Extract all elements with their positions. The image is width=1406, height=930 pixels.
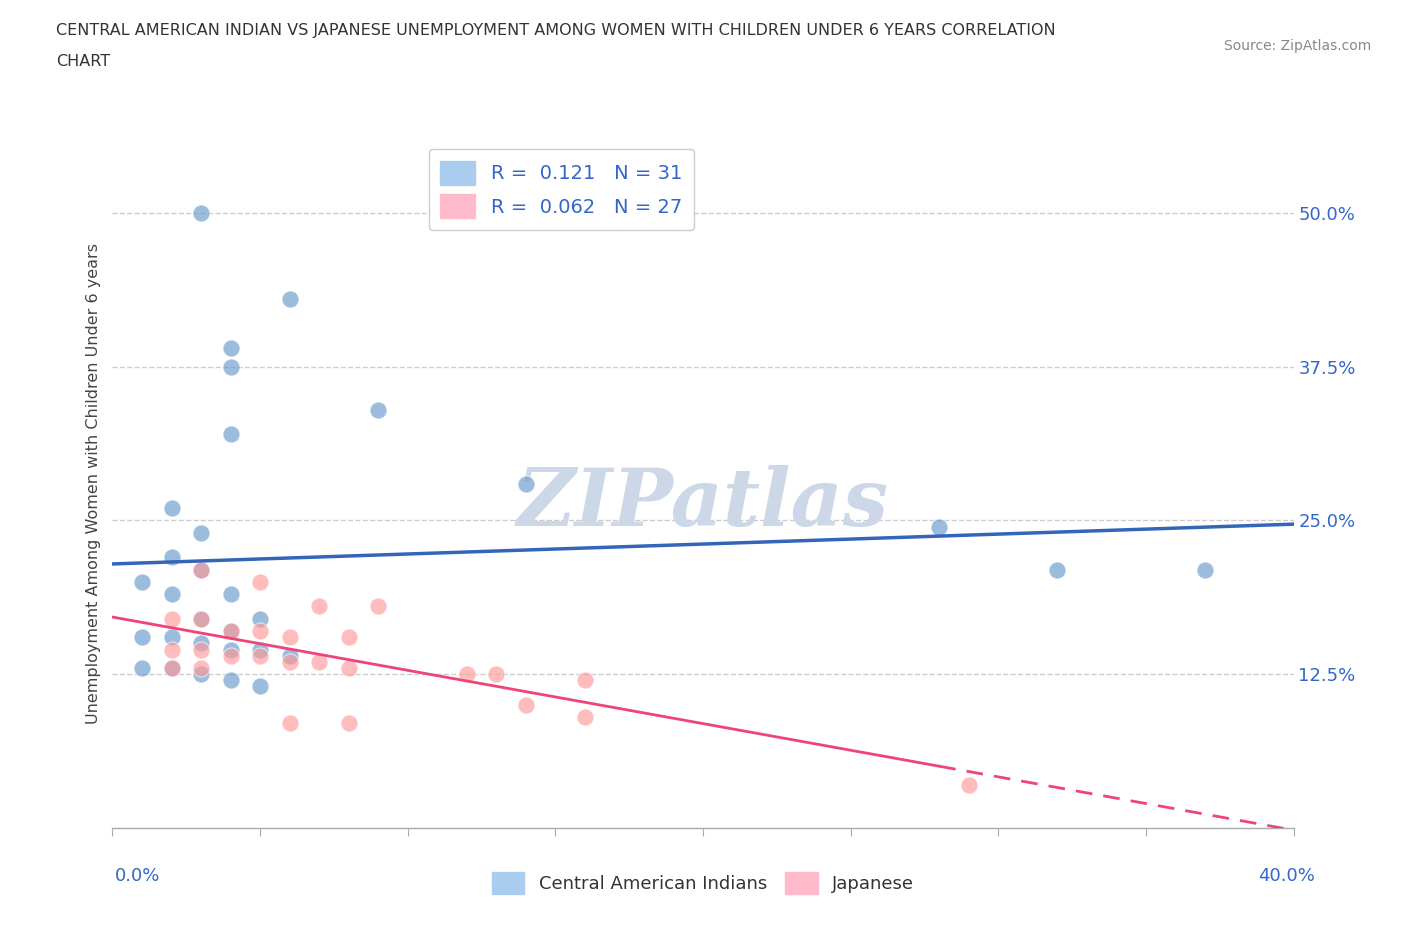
Point xyxy=(190,611,212,626)
Point xyxy=(131,630,153,644)
Point xyxy=(337,716,360,731)
Y-axis label: Unemployment Among Women with Children Under 6 years: Unemployment Among Women with Children U… xyxy=(86,243,101,724)
Point xyxy=(249,611,271,626)
Text: ZIPatlas: ZIPatlas xyxy=(517,466,889,543)
Point xyxy=(160,611,183,626)
Point xyxy=(190,642,212,657)
Point xyxy=(160,500,183,515)
Point xyxy=(456,667,478,682)
Point xyxy=(928,519,950,534)
Point xyxy=(337,630,360,644)
Point xyxy=(278,716,301,731)
Point xyxy=(574,710,596,724)
Point xyxy=(278,630,301,644)
Point xyxy=(308,599,330,614)
Point xyxy=(1046,562,1069,577)
Point xyxy=(190,562,212,577)
Point xyxy=(219,341,242,356)
Point xyxy=(219,648,242,663)
Text: 40.0%: 40.0% xyxy=(1258,867,1315,884)
Point xyxy=(515,476,537,491)
Point xyxy=(308,655,330,670)
Point xyxy=(515,698,537,712)
Point xyxy=(160,550,183,565)
Point xyxy=(160,587,183,602)
Point xyxy=(160,630,183,644)
Point xyxy=(131,575,153,590)
Point xyxy=(190,636,212,651)
Point xyxy=(131,660,153,675)
Point xyxy=(160,660,183,675)
Point xyxy=(190,206,212,220)
Point xyxy=(249,624,271,639)
Point xyxy=(219,587,242,602)
Text: Source: ZipAtlas.com: Source: ZipAtlas.com xyxy=(1223,39,1371,53)
Point xyxy=(190,525,212,540)
Point xyxy=(367,403,389,418)
Point xyxy=(190,660,212,675)
Point xyxy=(278,655,301,670)
Text: 0.0%: 0.0% xyxy=(115,867,160,884)
Point xyxy=(190,667,212,682)
Point xyxy=(249,679,271,694)
Legend: Central American Indians, Japanese: Central American Indians, Japanese xyxy=(485,865,921,901)
Point xyxy=(219,624,242,639)
Point xyxy=(957,777,980,792)
Point xyxy=(278,292,301,307)
Point xyxy=(190,611,212,626)
Point xyxy=(367,599,389,614)
Text: CENTRAL AMERICAN INDIAN VS JAPANESE UNEMPLOYMENT AMONG WOMEN WITH CHILDREN UNDER: CENTRAL AMERICAN INDIAN VS JAPANESE UNEM… xyxy=(56,23,1056,38)
Point xyxy=(1194,562,1216,577)
Point xyxy=(249,575,271,590)
Point xyxy=(249,648,271,663)
Point xyxy=(219,427,242,442)
Point xyxy=(219,642,242,657)
Point xyxy=(574,672,596,687)
Text: CHART: CHART xyxy=(56,54,110,69)
Point xyxy=(337,660,360,675)
Point xyxy=(249,642,271,657)
Point xyxy=(278,648,301,663)
Point xyxy=(219,624,242,639)
Point xyxy=(160,660,183,675)
Point xyxy=(485,667,508,682)
Point xyxy=(219,359,242,374)
Point xyxy=(160,642,183,657)
Point xyxy=(219,672,242,687)
Point xyxy=(190,562,212,577)
